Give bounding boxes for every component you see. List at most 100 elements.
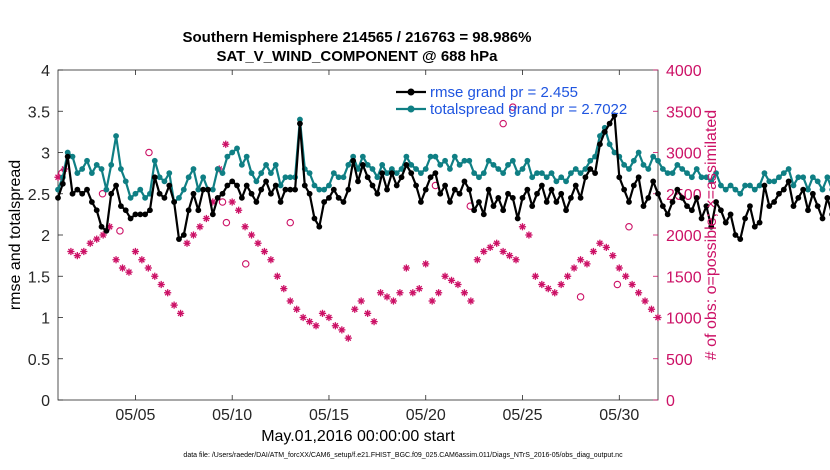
obs-assimilated-marker <box>415 285 423 293</box>
totalspread-series-point <box>824 174 830 181</box>
totalspread-series-point <box>200 174 207 181</box>
obs-assimilated-marker <box>338 326 346 334</box>
x-tick-label: 05/30 <box>599 407 639 424</box>
rmse-series-point <box>776 190 782 197</box>
rmse-series-point <box>456 190 463 197</box>
rmse-series-point <box>147 207 153 214</box>
totalspread-series-point <box>568 170 574 177</box>
obs-possible-marker <box>218 198 227 206</box>
obs-possible-marker <box>286 218 295 227</box>
rmse-series-point <box>74 186 81 193</box>
rmse-series-point <box>737 236 744 243</box>
totalspread-series-point <box>398 166 405 172</box>
totalspread-series-point <box>418 170 424 177</box>
rmse-series-point <box>805 207 811 214</box>
obs-assimilated-marker <box>428 297 436 305</box>
obs-assimilated-marker <box>222 140 230 148</box>
obs-assimilated-marker <box>131 247 140 256</box>
totalspread-series-point <box>756 182 763 189</box>
rmse-series-point <box>809 190 816 197</box>
obs-assimilated-marker <box>273 272 281 280</box>
left-tick-label: 2 <box>41 228 50 245</box>
obs-assimilated-marker <box>602 243 610 251</box>
rmse-series-point <box>350 157 357 164</box>
rmse-series-point <box>621 186 628 193</box>
rmse-series-point <box>693 194 700 201</box>
totalspread-series-point <box>500 170 507 177</box>
left-tick-label: 2.5 <box>28 187 50 204</box>
rmse-series-point <box>655 190 661 197</box>
rmse-series-point <box>800 186 807 193</box>
rmse-series-point <box>418 199 424 205</box>
rmse-series-point <box>374 190 381 197</box>
rmse-series-point <box>795 194 802 201</box>
totalspread-series-point <box>630 157 637 164</box>
rmse-series-point <box>243 182 250 189</box>
totalspread-series-point <box>766 178 773 185</box>
rmse-series-point <box>214 194 221 201</box>
obs-assimilated-marker <box>383 293 391 301</box>
rmse-series-point <box>466 186 473 193</box>
rmse-series-point <box>161 194 168 201</box>
obs-assimilated-marker <box>280 285 288 293</box>
obs-possible-marker <box>576 293 585 301</box>
totalspread-series-point <box>451 153 458 160</box>
rmse-series-point <box>543 199 550 205</box>
totalspread-series-point <box>166 170 173 177</box>
obs-assimilated-marker <box>654 313 662 322</box>
legend-marker-rmse <box>407 88 415 96</box>
totalspread-series-point <box>485 157 492 164</box>
obs-assimilated-marker <box>480 247 488 256</box>
rmse-series-point <box>369 182 376 189</box>
obs-assimilated-marker <box>609 252 617 260</box>
rmse-series-point <box>558 190 565 197</box>
obs-assimilated-marker <box>202 214 210 223</box>
x-tick-label: 05/15 <box>309 407 349 424</box>
rmse-series-point <box>572 182 579 189</box>
totalspread-series-point <box>751 186 758 193</box>
obs-assimilated-marker <box>344 334 352 342</box>
rmse-series-point <box>195 207 202 214</box>
rmse-series-point <box>814 203 821 210</box>
rmse-series-point <box>476 199 482 205</box>
rmse-series-point <box>611 112 618 119</box>
obs-assimilated-marker <box>80 247 88 256</box>
rmse-series-point <box>606 120 613 127</box>
obs-assimilated-marker <box>247 231 256 239</box>
totalspread-series-point <box>659 166 666 172</box>
totalspread-series-point <box>142 194 148 201</box>
totalspread-series-point <box>379 161 386 168</box>
obs-assimilated-marker <box>544 285 552 293</box>
obs-assimilated-marker <box>564 272 572 280</box>
series-layer <box>54 103 830 342</box>
rmse-series-point <box>103 227 110 234</box>
totalspread-series-point <box>122 178 129 185</box>
totalspread-series-point <box>679 166 686 172</box>
obs-assimilated-marker <box>422 260 430 268</box>
totalspread-series-point <box>64 149 71 156</box>
rmse-series-point <box>209 211 216 218</box>
obs-possible-series <box>58 103 633 301</box>
obs-assimilated-marker <box>164 289 172 297</box>
obs-assimilated-marker <box>299 313 307 322</box>
rmse-series-point <box>490 203 497 210</box>
totalspread-series-point <box>369 166 376 172</box>
totalspread-series-point <box>180 186 187 193</box>
rmse-series-point <box>635 174 642 181</box>
totalspread-series-point <box>456 161 463 168</box>
rmse-series-point <box>64 153 71 160</box>
rmse-series-point <box>437 190 444 197</box>
x-tick-label: 05/20 <box>406 407 446 424</box>
totalspread-series-point <box>655 157 661 164</box>
rmse-series-point <box>771 199 778 205</box>
obs-possible-marker <box>98 190 107 198</box>
totalspread-series-point <box>514 170 521 177</box>
obs-possible-marker <box>613 280 622 289</box>
obs-assimilated-marker <box>370 318 378 326</box>
obs-assimilated-marker <box>144 264 152 272</box>
obs-assimilated-marker <box>634 289 643 297</box>
rmse-series-point <box>166 182 173 189</box>
totalspread-series-point <box>693 166 700 172</box>
totalspread-series-point <box>597 133 603 139</box>
totalspread-series-point <box>113 133 119 139</box>
